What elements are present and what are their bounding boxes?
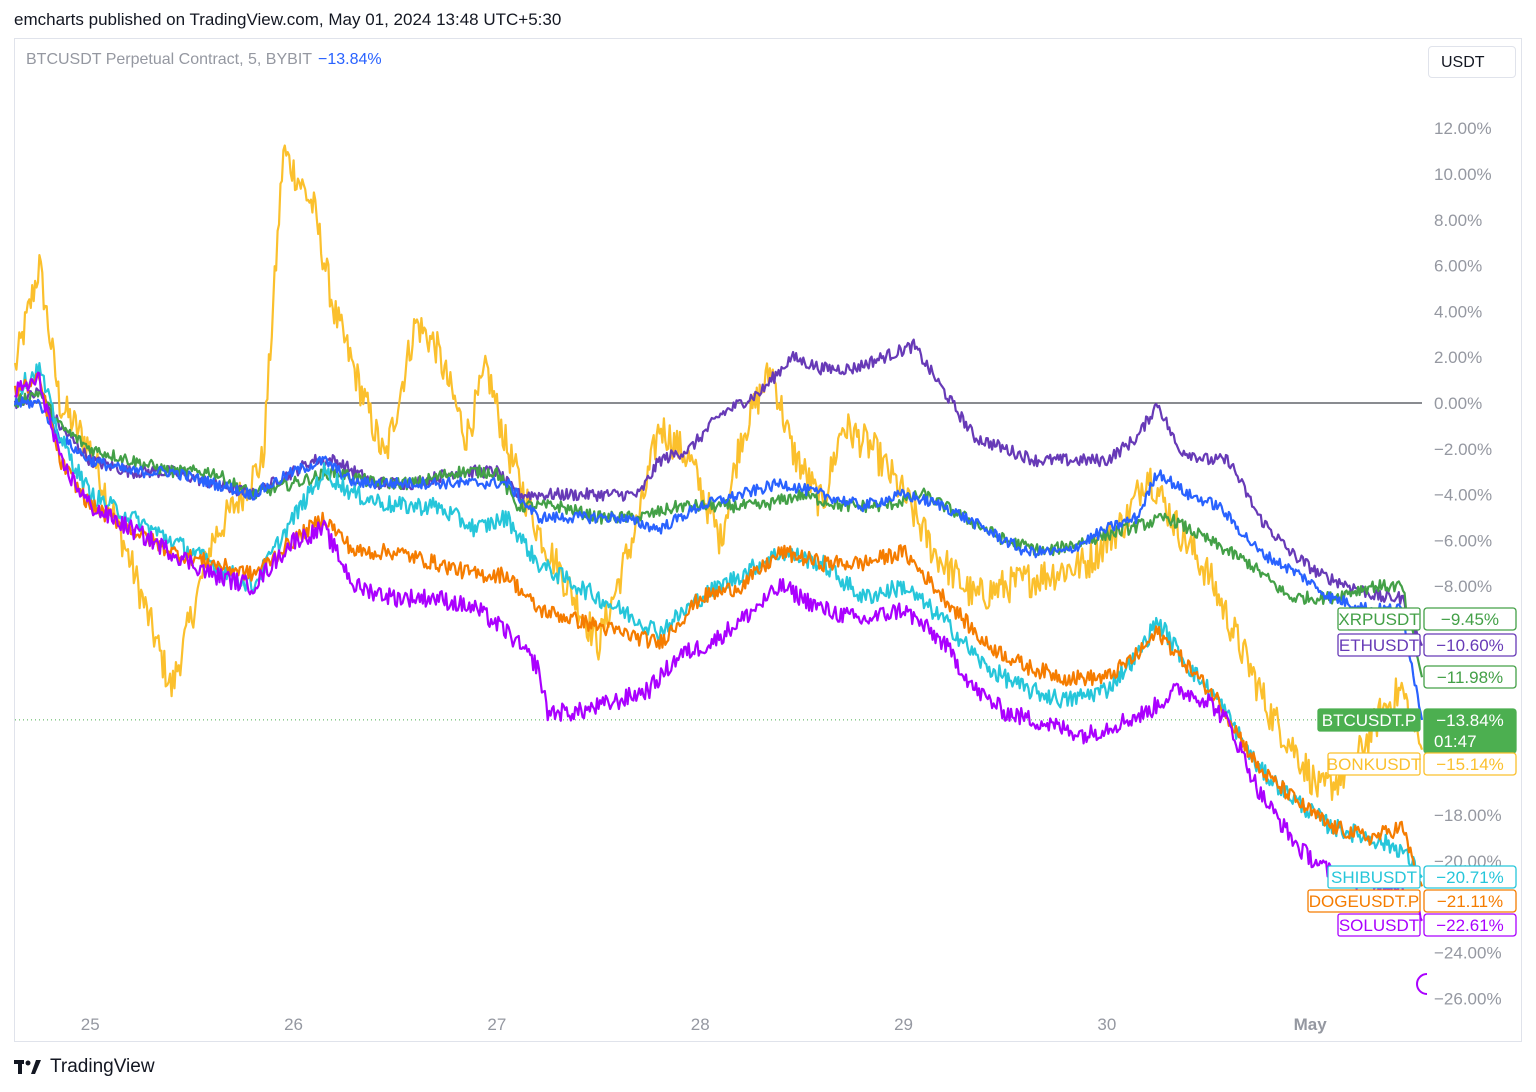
y-tick-label: 10.00%: [1434, 165, 1492, 184]
symbol-label-box-xrpusdt: [1337, 607, 1421, 631]
symbol-label-solusdt: SOLUSDT: [1339, 916, 1419, 935]
price-label-value-solusdt: −22.61%: [1436, 916, 1504, 935]
price-label-value-dogeusdt-p: −21.11%: [1437, 892, 1503, 911]
symbol-label-box-shibusdt: [1327, 865, 1421, 889]
legend-symbol: BTCUSDT Perpetual Contract, 5, BYBIT: [26, 51, 313, 68]
y-tick-label: −4.00%: [1434, 486, 1492, 505]
symbol-label-box-ethusdt: [1337, 633, 1421, 657]
y-tick-label: −24.00%: [1434, 944, 1502, 963]
series-line-bonkusdt: [13, 144, 1424, 801]
symbol-legend[interactable]: BTCUSDT Perpetual Contract, 5, BYBIT −13.…: [26, 51, 382, 69]
tradingview-logo-icon: [14, 1060, 41, 1074]
price-label-value-shibusdt: −20.71%: [1436, 868, 1504, 887]
publish-header: emcharts published on TradingView.com, M…: [14, 10, 562, 29]
price-label-box-dogeusdt-p: [1423, 889, 1517, 913]
symbol-label-box-bonkusdt: [1327, 752, 1421, 776]
x-tick-label: 26: [284, 1015, 303, 1034]
price-label-value-btcusdt-p: −13.84%: [1436, 711, 1504, 730]
chart-frame: [14, 38, 1522, 1042]
symbol-label-box-btcusdt-p: [1317, 708, 1421, 732]
y-tick-label: 2.00%: [1434, 348, 1482, 367]
footer-brand-label: TradingView: [50, 1056, 155, 1077]
x-tick-label: 29: [894, 1015, 913, 1034]
price-label-box-extra: [1423, 665, 1517, 689]
x-tick-label: 30: [1097, 1015, 1116, 1034]
price-label-value-ethusdt: −10.60%: [1436, 636, 1504, 655]
scroll-marker-icon: [1416, 973, 1428, 995]
x-tick-label: 27: [487, 1015, 506, 1034]
symbol-label-dogeusdt-p: DOGEUSDT.P: [1309, 892, 1420, 911]
y-tick-label: −26.00%: [1434, 989, 1502, 1008]
series-line-dogeusdt-p: [13, 372, 1424, 887]
symbol-label-bonkusdt: BONKUSDT: [1327, 755, 1421, 774]
y-tick-label: −8.00%: [1434, 577, 1492, 596]
bar-countdown: 01:47: [1434, 732, 1477, 751]
y-tick-label: 6.00%: [1434, 257, 1482, 276]
x-tick-label: 28: [691, 1015, 710, 1034]
series-line-shibusdt: [14, 362, 1423, 880]
price-label-value-bonkusdt: −15.14%: [1436, 755, 1504, 774]
x-tick-label: 25: [81, 1015, 100, 1034]
price-label-box-ethusdt: [1423, 633, 1517, 657]
symbol-label-btcusdt-p: BTCUSDT.P: [1322, 711, 1416, 730]
series-line-btcusdt-p: [13, 396, 1424, 721]
symbol-label-xrpusdt: XRPUSDT: [1338, 610, 1419, 629]
price-label-box-bonkusdt: [1423, 752, 1517, 776]
y-tick-label: 4.00%: [1434, 302, 1482, 321]
symbol-label-box-solusdt: [1337, 913, 1421, 937]
price-label-value-extra: −11.98%: [1437, 668, 1503, 687]
series-line-solusdt: [14, 371, 1423, 922]
price-label-box-solusdt: [1423, 913, 1517, 937]
symbol-label-box-dogeusdt-p: [1307, 889, 1421, 913]
y-tick-label: 0.00%: [1434, 394, 1482, 413]
price-label-box-xrpusdt: [1423, 607, 1517, 631]
legend-change: −13.84%: [318, 51, 382, 68]
y-tick-label: −2.00%: [1434, 440, 1492, 459]
symbol-label-shibusdt: SHIBUSDT: [1331, 868, 1417, 887]
price-label-box-shibusdt: [1423, 865, 1517, 889]
y-tick-label: 12.00%: [1434, 119, 1492, 138]
x-tick-label: May: [1294, 1015, 1328, 1034]
series-line-ethusdt: [13, 338, 1424, 647]
footer-brand[interactable]: TradingView: [14, 1056, 155, 1078]
currency-button[interactable]: USDT: [1428, 46, 1516, 78]
y-tick-label: −6.00%: [1434, 531, 1492, 550]
price-label-value-xrpusdt: −9.45%: [1441, 610, 1499, 629]
y-tick-label: −18.00%: [1434, 806, 1502, 825]
symbol-label-ethusdt: ETHUSDT: [1339, 636, 1419, 655]
y-tick-label: 8.00%: [1434, 211, 1482, 230]
